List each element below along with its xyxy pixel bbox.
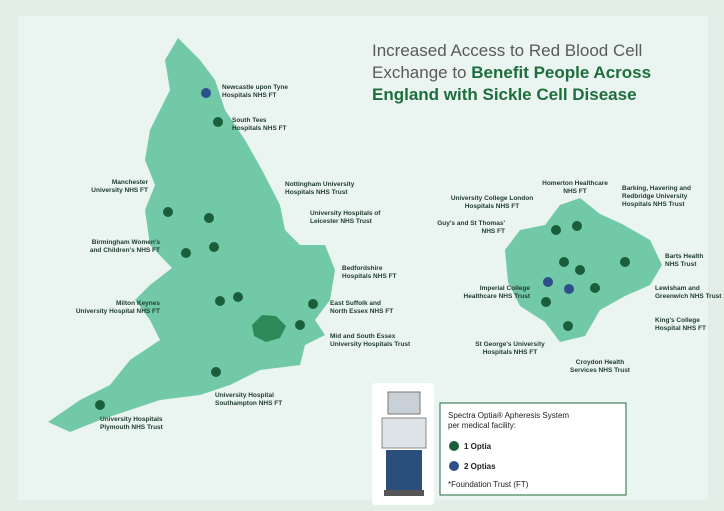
site-label: Newcastle upon Tyne [222, 84, 288, 91]
site-label: Homerton Healthcare [542, 180, 608, 187]
site-dot [233, 292, 243, 302]
site-dot [209, 242, 219, 252]
site-dot [543, 277, 553, 287]
site-label: Guy's and St Thomas' [437, 220, 505, 227]
infographic: Increased Access to Red Blood Cell Excha… [0, 0, 724, 511]
site-label: University Hospitals of [310, 210, 381, 217]
site-label: North Essex NHS FT [330, 308, 393, 315]
site-label: Croydon Health [576, 359, 624, 366]
site-dot [564, 284, 574, 294]
site-label: Southampton NHS FT [215, 400, 282, 407]
site-label: University Hospital [215, 392, 274, 399]
site-label: NHS FT [563, 188, 587, 195]
site-label: Barking, Havering and [622, 185, 691, 192]
site-label: University College London [451, 195, 533, 202]
site-label: Birmingham Women's [92, 239, 161, 246]
device-illustration [372, 383, 434, 505]
site-dot [163, 207, 173, 217]
site-label: Leicester NHS Trust [310, 218, 373, 225]
site-dot [95, 400, 105, 410]
site-dot [541, 297, 551, 307]
site-label: Bedfordshire [342, 265, 383, 272]
site-label: Manchester [112, 179, 149, 186]
site-label: Lewisham and [655, 285, 700, 292]
site-label: St George's University [475, 341, 545, 348]
site-label: East Suffolk and [330, 300, 381, 307]
site-dot [563, 321, 573, 331]
title-highlight: England with Sickle Cell Disease [372, 85, 637, 104]
site-label: University Hospitals Trust [330, 341, 411, 348]
title: Exchange to Benefit People Across [372, 63, 651, 82]
site-label: Hospitals NHS FT [222, 92, 277, 99]
site-label: Redbridge University [622, 193, 688, 200]
site-dot [308, 299, 318, 309]
title-highlight: Benefit People Across [471, 63, 651, 82]
legend-label: 2 Optias [464, 462, 496, 471]
legend-label: 1 Optia [464, 442, 492, 451]
site-dot [215, 296, 225, 306]
site-dot [572, 221, 582, 231]
site-label: King's College [655, 317, 700, 324]
site-label: Hospitals NHS FT [342, 273, 397, 280]
site-label: Healthcare NHS Trust [464, 293, 531, 300]
site-label: University Hospital NHS FT [76, 308, 160, 315]
site-label: Barts Health [665, 253, 703, 260]
site-label: University Hospitals [100, 416, 163, 423]
legend-title: Spectra Optia® Apheresis System [448, 411, 569, 420]
site-dot [559, 257, 569, 267]
legend-dot [449, 441, 459, 451]
site-label: Hospitals NHS FT [465, 203, 520, 210]
site-dot [204, 213, 214, 223]
site-label: South Tees [232, 117, 267, 124]
title-text: Exchange to [372, 63, 471, 82]
site-dot [575, 265, 585, 275]
site-label: Hospital NHS FT [655, 325, 706, 332]
site-dot [181, 248, 191, 258]
site-label: Greenwich NHS Trust [655, 293, 722, 300]
site-dot [201, 88, 211, 98]
legend-title: per medical facility: [448, 421, 516, 430]
site-dot [551, 225, 561, 235]
site-label: Services NHS Trust [570, 367, 631, 374]
title: Increased Access to Red Blood Cell [372, 41, 642, 60]
site-label: University NHS FT [91, 187, 148, 194]
site-dot [295, 320, 305, 330]
legend-note: *Foundation Trust (FT) [448, 480, 529, 489]
site-label: Hospitals NHS Trust [622, 201, 685, 208]
site-label: NHS FT [482, 228, 506, 235]
site-label: Milton Keynes [116, 300, 160, 307]
legend-dot [449, 461, 459, 471]
site-label: Nottingham University [285, 181, 355, 188]
site-label: and Children's NHS FT [90, 247, 160, 254]
site-dot [620, 257, 630, 267]
site-label: NHS Trust [665, 261, 697, 268]
site-label: Hospitals NHS FT [483, 349, 538, 356]
site-dot [211, 367, 221, 377]
site-label: Hospitals NHS Trust [285, 189, 348, 196]
site-dot [590, 283, 600, 293]
site-label: Mid and South Essex [330, 333, 396, 340]
site-label: Imperial College [480, 285, 531, 292]
site-label: Hospitals NHS FT [232, 125, 287, 132]
site-label: Plymouth NHS Trust [100, 424, 164, 431]
site-dot [213, 117, 223, 127]
